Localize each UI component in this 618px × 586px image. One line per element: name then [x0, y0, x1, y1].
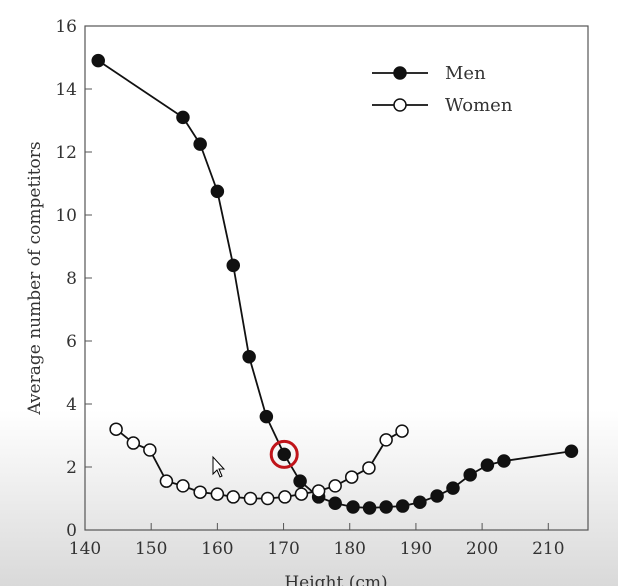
- y-tick-label: 8: [66, 269, 77, 289]
- data-point: [293, 474, 307, 488]
- data-point: [294, 487, 309, 501]
- data-point: [480, 458, 495, 472]
- y-tick-label: 10: [55, 206, 77, 226]
- data-point: [176, 110, 190, 125]
- data-point: [362, 501, 377, 515]
- data-point: [395, 499, 410, 513]
- data-point: [328, 479, 342, 493]
- x-tick-label: 140: [69, 539, 101, 559]
- x-tick-label: 160: [201, 539, 233, 559]
- data-point: [259, 409, 274, 424]
- data-point: [395, 424, 409, 438]
- data-point: [243, 491, 258, 506]
- series-line: [97, 59, 572, 509]
- x-tick-label: 180: [334, 539, 366, 559]
- data-point: [210, 487, 225, 501]
- data-point: [193, 485, 207, 499]
- legend: Men Women: [372, 63, 513, 116]
- data-point: [143, 443, 157, 457]
- series-women: [109, 422, 409, 506]
- y-tick-label: 14: [55, 80, 77, 100]
- data-point: [362, 461, 376, 475]
- data-point: [91, 53, 105, 68]
- data-point: [311, 484, 326, 498]
- data-point: [176, 479, 190, 493]
- x-tick-label: 170: [267, 539, 299, 559]
- x-tick-label: 150: [135, 539, 167, 559]
- data-point: [242, 350, 256, 364]
- data-point: [193, 137, 207, 151]
- data-point: [109, 422, 123, 436]
- data-point: [446, 481, 460, 495]
- data-point: [344, 470, 359, 484]
- y-tick-label: 2: [66, 458, 77, 478]
- x-tick-label: 190: [400, 539, 432, 559]
- data-point: [210, 184, 225, 199]
- mouse-cursor-icon: [212, 455, 226, 478]
- data-point: [260, 491, 275, 506]
- data-point: [564, 444, 579, 458]
- data-point: [497, 454, 511, 468]
- data-point: [278, 490, 292, 504]
- data-point: [430, 489, 444, 503]
- data-point: [159, 474, 174, 488]
- x-tick-label: 200: [466, 539, 498, 559]
- x-tick-label: 210: [532, 539, 564, 559]
- y-tick-label: 0: [66, 521, 77, 541]
- data-point: [379, 433, 393, 447]
- legend-marker: [393, 98, 407, 112]
- y-tick-label: 6: [66, 332, 77, 352]
- data-point: [226, 490, 241, 504]
- y-axis-label: Average number of competitors: [25, 141, 45, 415]
- y-tick-label: 12: [55, 143, 77, 163]
- data-point: [328, 496, 342, 510]
- y-tick-label: 16: [55, 17, 77, 37]
- series-men: [91, 53, 579, 515]
- data-point: [413, 495, 427, 510]
- data-point: [463, 468, 477, 482]
- data-point: [379, 500, 393, 514]
- series-line: [115, 428, 403, 500]
- data-point: [126, 436, 141, 450]
- legend-label: Women: [445, 95, 513, 116]
- highlight-circle: [269, 439, 299, 469]
- x-axis-label: Height (cm): [284, 573, 387, 586]
- data-point: [226, 258, 241, 273]
- data-point: [346, 500, 360, 514]
- data-point: [277, 447, 291, 462]
- y-tick-label: 4: [66, 395, 77, 415]
- legend-marker: [393, 66, 407, 80]
- legend-label: Men: [445, 63, 486, 84]
